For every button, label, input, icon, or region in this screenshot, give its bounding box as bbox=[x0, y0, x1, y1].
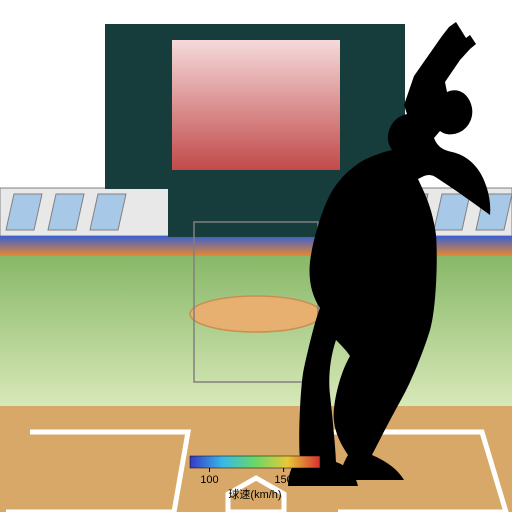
diagram-svg: 100 150 球速(km/h) bbox=[0, 0, 512, 512]
pitchers-mound bbox=[190, 296, 322, 332]
legend-gradient-bar bbox=[190, 456, 320, 468]
pitch-diagram: 100 150 球速(km/h) bbox=[0, 0, 512, 512]
legend-tick: 150 bbox=[274, 474, 292, 486]
legend-tick: 100 bbox=[200, 474, 218, 486]
legend-label: 球速(km/h) bbox=[228, 487, 281, 501]
